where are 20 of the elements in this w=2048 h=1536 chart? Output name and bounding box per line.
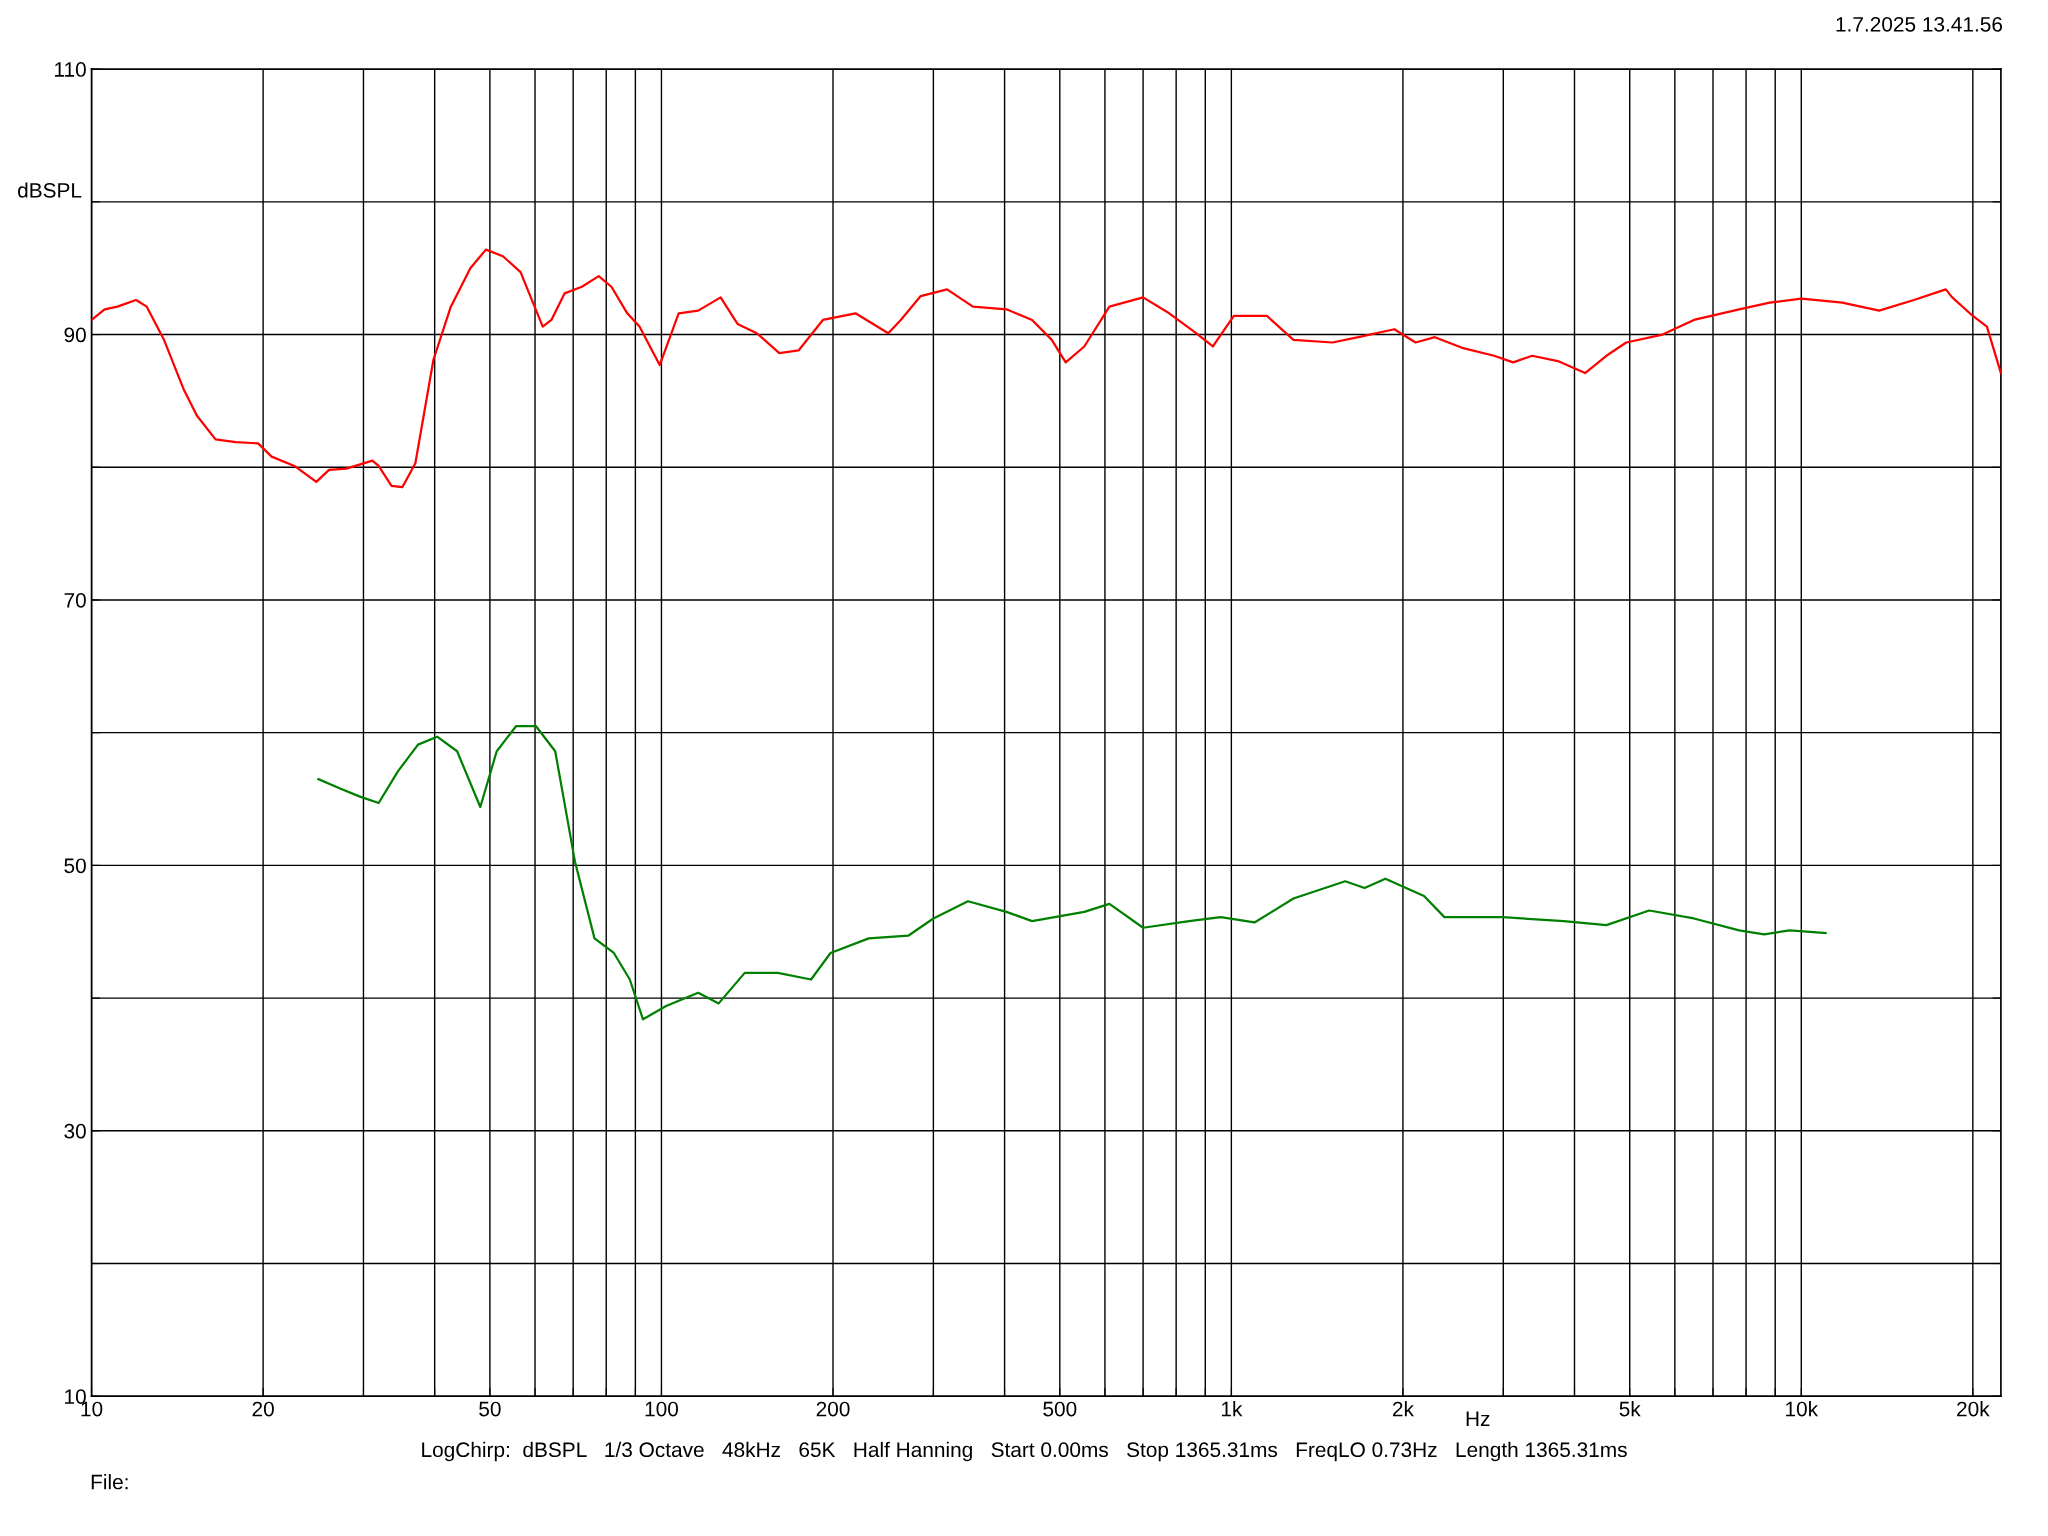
- x-tick-label: 10k: [1786, 1401, 1819, 1417]
- y-tick-label: 30: [64, 1123, 86, 1139]
- text: 1.7.2025 13.41.56: [1836, 16, 2003, 32]
- y-tick-label: 70: [64, 592, 86, 608]
- y-tick-label: 110: [55, 62, 86, 77]
- text: LogChirp: dBSPL 1/3 Octave 48kHz 65K Half Hanning Start 0.00ms Stop 1365.31ms FreqLO 0.73Hz Length 1365.31ms: [422, 1441, 1627, 1462]
- x-tick-label: 20k: [1957, 1401, 1990, 1417]
- x-axis-title: Hz: [1466, 1411, 1490, 1426]
- y-tick-label: 50: [64, 858, 86, 874]
- x-tick-label: 50: [479, 1401, 501, 1417]
- x-tick-label: 1k: [1221, 1401, 1243, 1417]
- y-axis-title: dBSPL: [18, 182, 82, 198]
- x-tick-label: 20: [252, 1401, 274, 1417]
- text: File:: [91, 1474, 128, 1490]
- x-tick-label: 100: [645, 1401, 679, 1417]
- x-tick-label: 200: [816, 1401, 850, 1417]
- x-tick-label: 2k: [1392, 1401, 1414, 1417]
- x-tick-label: 500: [1043, 1401, 1077, 1417]
- y-tick-label: 90: [64, 327, 86, 343]
- x-tick-label: 5k: [1619, 1401, 1641, 1417]
